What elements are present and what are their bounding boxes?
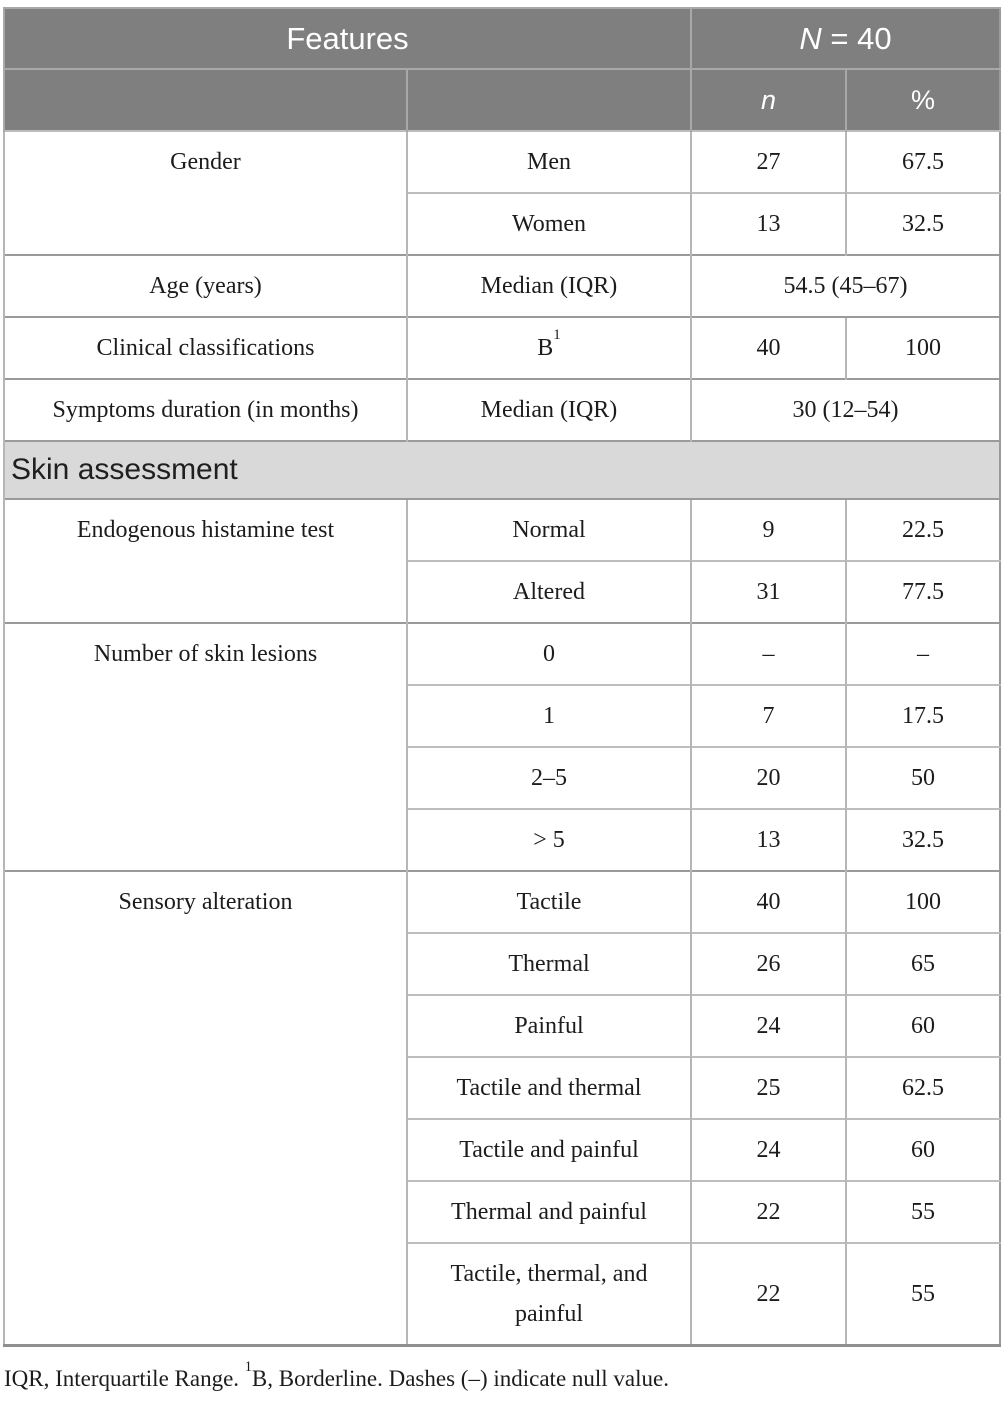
pct-value-cell: 60: [844, 1118, 1001, 1181]
pct-value-cell: 22.5: [844, 498, 1001, 561]
category-cell: Median (IQR): [406, 254, 691, 317]
total-header-cell: N = 40: [689, 7, 1001, 69]
category-cell: Tactile and painful: [406, 1118, 691, 1181]
table-figure: Features N = 40 n % Gender Men 27 67.5 W…: [0, 7, 1002, 1394]
feature-cell: Age (years): [3, 254, 407, 317]
category-label: B: [537, 335, 554, 361]
footnote-text-1: IQR, Interquartile Range.: [4, 1366, 245, 1391]
table-row: Number of skin lesions 0 – –: [3, 622, 1001, 871]
feature-cell: Sensory alteration: [3, 870, 407, 1346]
n-value-cell: 22: [690, 1242, 846, 1346]
pct-value-cell: 32.5: [844, 192, 1001, 255]
pct-value-cell: 55: [844, 1180, 1001, 1243]
n-column-label: n: [760, 85, 777, 115]
pct-value-cell: 32.5: [844, 808, 1001, 871]
table-footnote: IQR, Interquartile Range. 1B, Borderline…: [4, 1359, 998, 1394]
pct-value-cell: 17.5: [844, 684, 1001, 747]
header-row-1: Features N = 40: [3, 7, 1001, 69]
feature-cell: Gender: [3, 130, 407, 255]
total-n-italic: N: [799, 21, 822, 56]
pct-value-cell: 65: [844, 932, 1001, 995]
section-title: Skin assessment: [2, 440, 1001, 499]
total-rest: = 40: [821, 21, 892, 56]
pct-value-cell: 55: [844, 1242, 1001, 1346]
pct-value-cell: 60: [844, 994, 1001, 1057]
category-cell: Altered: [406, 560, 691, 623]
category-cell: Normal: [406, 498, 691, 561]
n-value-cell: 31: [690, 560, 846, 623]
n-value-cell: 20: [690, 746, 846, 809]
footnote-superscript: 1: [244, 1358, 252, 1375]
n-value-cell: 40: [690, 870, 846, 933]
table-row: Thermal and painful 22 55: [4, 1180, 1001, 1243]
footnote-marker: 1: [553, 326, 561, 343]
pct-value-cell: 77.5: [844, 560, 1001, 623]
header-row-2: n %: [3, 68, 1001, 131]
category-cell: Women: [406, 192, 691, 255]
category-cell: Tactile: [406, 870, 691, 933]
n-value-cell: 24: [690, 1118, 846, 1181]
footnote-text-2: B, Borderline. Dashes (–) indicate null …: [251, 1366, 669, 1391]
category-cell: Thermal and painful: [406, 1180, 691, 1243]
category-cell: 0: [406, 622, 691, 685]
table-row: 2–5 20 50: [4, 746, 1001, 809]
pct-column-header: %: [844, 68, 1001, 131]
feature-cell: Endogenous histamine test: [3, 498, 407, 623]
features-header-cell: Features: [3, 7, 691, 69]
pct-value-cell: –: [844, 622, 1001, 685]
pct-value-cell: 100: [844, 316, 1001, 379]
n-column-header: n: [690, 68, 846, 131]
category-cell: > 5: [406, 808, 691, 871]
n-value-cell: 13: [690, 808, 846, 871]
category-cell: Tactile, thermal, and painful: [406, 1242, 691, 1346]
table-row: Gender Men 27 67.5: [3, 130, 1001, 255]
section-header-row: Skin assessment: [2, 440, 1001, 499]
n-value-cell: 27: [690, 130, 846, 193]
feature-cell: Clinical classifications: [3, 316, 407, 379]
feature-cell: Symptoms duration (in months): [3, 378, 407, 441]
merged-value-cell: 30 (12–54): [689, 378, 1001, 441]
table-row: Symptoms duration (in months) Median (IQ…: [3, 378, 1001, 441]
feature-cell: Number of skin lesions: [3, 622, 407, 871]
table-row: Tactile, thermal, and painful 22 55: [4, 1242, 1001, 1346]
pct-value-cell: 50: [844, 746, 1001, 809]
pct-value-cell: 67.5: [844, 130, 1001, 193]
pct-value-cell: 62.5: [844, 1056, 1001, 1119]
n-value-cell: 22: [690, 1180, 846, 1243]
merged-value-cell: 54.5 (45–67): [689, 254, 1001, 317]
category-cell: Tactile and thermal: [406, 1056, 691, 1119]
table-row: Age (years) Median (IQR) 54.5 (45–67): [3, 254, 1001, 317]
n-value-cell: 40: [690, 316, 846, 379]
table-row: Tactile and thermal 25 62.5: [4, 1056, 1001, 1119]
table-row: Women 13 32.5: [4, 192, 1001, 255]
table-row: Sensory alteration Tactile 40 100: [3, 870, 1001, 1346]
n-value-cell: 25: [690, 1056, 846, 1119]
table-row: Clinical classifications B1 40 100: [3, 316, 1001, 379]
table-row: Thermal 26 65: [4, 932, 1001, 995]
features-table: Features N = 40 n % Gender Men 27 67.5 W…: [2, 7, 1002, 1347]
category-cell: Men: [406, 130, 691, 193]
table-row: > 5 13 32.5: [4, 808, 1001, 871]
n-value-cell: 24: [690, 994, 846, 1057]
n-value-cell: 7: [690, 684, 846, 747]
table-row: Endogenous histamine test Normal 9 22.5: [3, 498, 1001, 623]
table-row: 1 7 17.5: [4, 684, 1001, 747]
category-cell: 1: [406, 684, 691, 747]
table-row: Painful 24 60: [4, 994, 1001, 1057]
category-cell: Painful: [406, 994, 691, 1057]
empty-header-cell-1: [3, 68, 407, 131]
category-cell: B1: [406, 316, 691, 379]
n-value-cell: –: [690, 622, 846, 685]
empty-header-cell-2: [406, 68, 691, 131]
table-row: Tactile and painful 24 60: [4, 1118, 1001, 1181]
category-cell: Thermal: [406, 932, 691, 995]
table-row: Altered 31 77.5: [4, 560, 1001, 623]
category-cell: Median (IQR): [406, 378, 691, 441]
n-value-cell: 9: [690, 498, 846, 561]
n-value-cell: 13: [690, 192, 846, 255]
n-value-cell: 26: [690, 932, 846, 995]
category-cell: 2–5: [406, 746, 691, 809]
pct-value-cell: 100: [844, 870, 1001, 933]
